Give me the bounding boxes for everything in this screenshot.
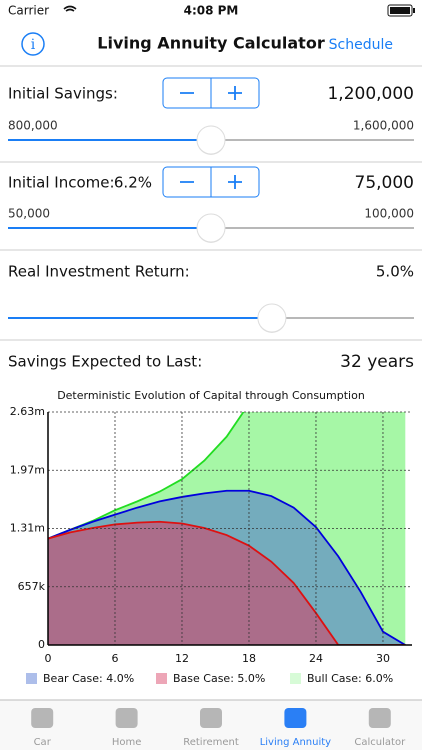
y-tick-label: 0 (38, 638, 45, 651)
tab-item[interactable]: Living Annuity (260, 708, 331, 748)
tab-item[interactable]: Retirement (183, 708, 239, 748)
x-tick-label: 6 (111, 652, 118, 665)
slider-knob[interactable] (257, 303, 287, 333)
x-tick-label: 0 (45, 652, 52, 665)
time: 4:08 PM (184, 4, 239, 18)
info-button[interactable]: i (21, 32, 45, 56)
tab-icon (31, 708, 54, 728)
savings-stepper[interactable] (162, 77, 260, 109)
slider-knob[interactable] (196, 125, 226, 155)
y-tick-label: 1.31m (10, 522, 45, 535)
tab-icon (200, 708, 222, 728)
income-label: Initial Income: (8, 174, 115, 192)
line (48, 489, 406, 645)
expected-label: Savings Expected to Last: (8, 353, 202, 371)
y-tick-label: 2.63m (10, 405, 45, 418)
schedule-button[interactable]: Schedule (329, 37, 393, 53)
income-min: 50,000 (8, 207, 50, 221)
tab-label: Retirement (183, 737, 239, 748)
x-tick-label: 12 (175, 652, 189, 665)
tab-item[interactable]: Car (31, 708, 54, 748)
legend-swatch (156, 673, 167, 684)
y-tick-label: 657k (18, 580, 46, 593)
x-tick-label: 24 (309, 652, 323, 665)
chart-title: Deterministic Evolution of Capital throu… (57, 389, 365, 402)
legend-label: Bear Case: 4.0% (43, 672, 134, 685)
wifi-icon (63, 5, 77, 12)
savings-max: 1,600,000 (353, 119, 414, 133)
carrier: Carrier (8, 4, 49, 18)
nav-title: Living Annuity Calculator (97, 34, 325, 53)
savings-min: 800,000 (8, 119, 58, 133)
income-max: 100,000 (364, 207, 414, 221)
y-tick-label: 1.97m (10, 463, 45, 476)
tab-label: Car (34, 737, 52, 748)
tab-label: Calculator (354, 737, 406, 748)
tab-item[interactable]: Calculator (354, 708, 406, 748)
line (48, 520, 406, 645)
income-stepper[interactable] (162, 166, 260, 198)
tab-item[interactable]: Home (112, 708, 142, 748)
return-label: Real Investment Return: (8, 263, 190, 281)
tab-icon (368, 708, 391, 728)
legend-swatch (290, 673, 301, 684)
battery-icon (387, 4, 415, 17)
legend-swatch (26, 673, 37, 684)
x-tick-label: 30 (376, 652, 390, 665)
income-value: 75,000 (355, 173, 414, 193)
slider-knob[interactable] (196, 213, 226, 243)
svg-text:i: i (31, 37, 36, 53)
plot-areas (48, 412, 406, 645)
income-rate: 6.2% (114, 174, 152, 192)
tab-label: Living Annuity (260, 737, 331, 748)
line (48, 412, 245, 540)
legend-label: Base Case: 5.0% (173, 672, 265, 685)
legend-label: Bull Case: 6.0% (307, 672, 393, 685)
tab-icon (284, 708, 307, 728)
x-tick-label: 18 (242, 652, 256, 665)
savings-value: 1,200,000 (327, 84, 414, 104)
expected-value: 32 years (340, 352, 414, 372)
tab-label: Home (112, 737, 142, 748)
tab-icon (115, 708, 138, 728)
return-value: 5.0% (376, 263, 414, 281)
savings-label: Initial Savings: (8, 85, 118, 103)
